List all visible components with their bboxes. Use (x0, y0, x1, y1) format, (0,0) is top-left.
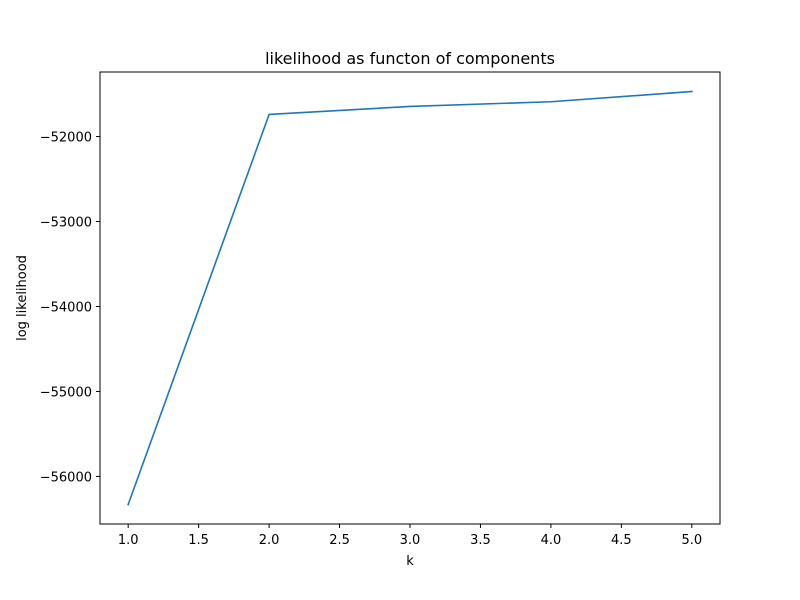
data-point (127, 503, 129, 506)
x-tick-label: 3.5 (470, 533, 491, 548)
y-tick-label: −56000 (40, 470, 92, 485)
x-tick-label: 1.0 (118, 533, 139, 548)
x-axis-label: k (406, 554, 414, 569)
y-tick-label: −53000 (40, 216, 92, 231)
y-axis-ticks: −56000 −55000 −54000 −53000 −52000 (40, 131, 100, 485)
plot-frame (99, 71, 721, 525)
data-point (691, 90, 693, 93)
plot-area (100, 72, 720, 524)
data-point (550, 100, 552, 103)
y-tick-label: −55000 (40, 385, 92, 400)
data-point (409, 105, 411, 108)
series-points (127, 90, 693, 506)
x-tick-label: 4.5 (611, 533, 632, 548)
x-axis-ticks: 1.0 1.5 2.0 2.5 3.0 3.5 4.0 4.5 5.0 (118, 524, 702, 548)
x-tick-label: 1.5 (188, 533, 209, 548)
y-tick-label: −52000 (40, 131, 92, 146)
y-axis-label: log likelihood (15, 255, 30, 341)
x-tick-label: 2.0 (259, 533, 280, 548)
data-point (268, 113, 270, 116)
x-tick-label: 2.5 (329, 533, 350, 548)
x-tick-label: 5.0 (681, 533, 702, 548)
chart-title: likelihood as functon of components (265, 49, 555, 68)
x-tick-label: 3.0 (400, 533, 421, 548)
x-tick-label: 4.0 (541, 533, 562, 548)
y-tick-label: −54000 (40, 300, 92, 315)
